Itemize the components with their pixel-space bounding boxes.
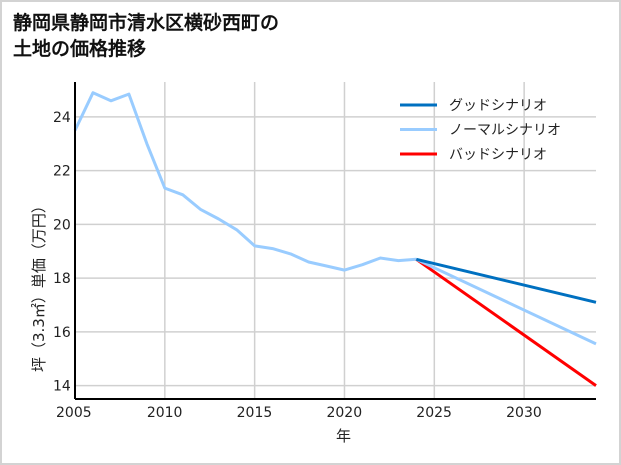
x-tick-label: 2015 bbox=[237, 405, 273, 421]
y-tick-label: 16 bbox=[53, 325, 71, 341]
y-tick-label: 18 bbox=[53, 271, 71, 287]
legend-label: バッドシナリオ bbox=[449, 147, 547, 163]
x-tick-label: 2030 bbox=[506, 405, 542, 421]
y-tick-label: 20 bbox=[53, 217, 71, 233]
axes bbox=[74, 82, 596, 400]
legend-label: ノーマルシナリオ bbox=[449, 123, 561, 139]
x-axis-label: 年 bbox=[336, 427, 351, 445]
series-lines bbox=[73, 91, 597, 387]
series-line bbox=[73, 91, 417, 272]
y-axis-label: 坪（3.3㎡）単価（万円） bbox=[30, 198, 48, 372]
y-tick-label: 14 bbox=[53, 379, 71, 395]
series-line bbox=[415, 257, 597, 346]
y-tick-label: 22 bbox=[53, 164, 71, 180]
x-tick-label: 2020 bbox=[326, 405, 362, 421]
chart-title: 静岡県静岡市清水区横砂西町の 土地の価格推移 bbox=[13, 10, 279, 62]
x-tick-label: 2005 bbox=[56, 405, 92, 421]
chart-title-line-1: 静岡県静岡市清水区横砂西町の bbox=[13, 12, 280, 34]
tick-labels: 2005 2010 2015 2020 2025 2030 14 16 18 20 22 24 bbox=[53, 110, 542, 421]
x-tick-label: 2010 bbox=[147, 405, 183, 421]
legend-label: グッドシナリオ bbox=[449, 98, 547, 114]
series-line bbox=[415, 257, 597, 304]
x-tick-label: 2025 bbox=[416, 405, 452, 421]
chart-title-line-2: 土地の価格推移 bbox=[13, 38, 147, 60]
y-tick-label: 24 bbox=[53, 110, 71, 126]
grid bbox=[75, 82, 596, 399]
series-line bbox=[415, 258, 597, 387]
